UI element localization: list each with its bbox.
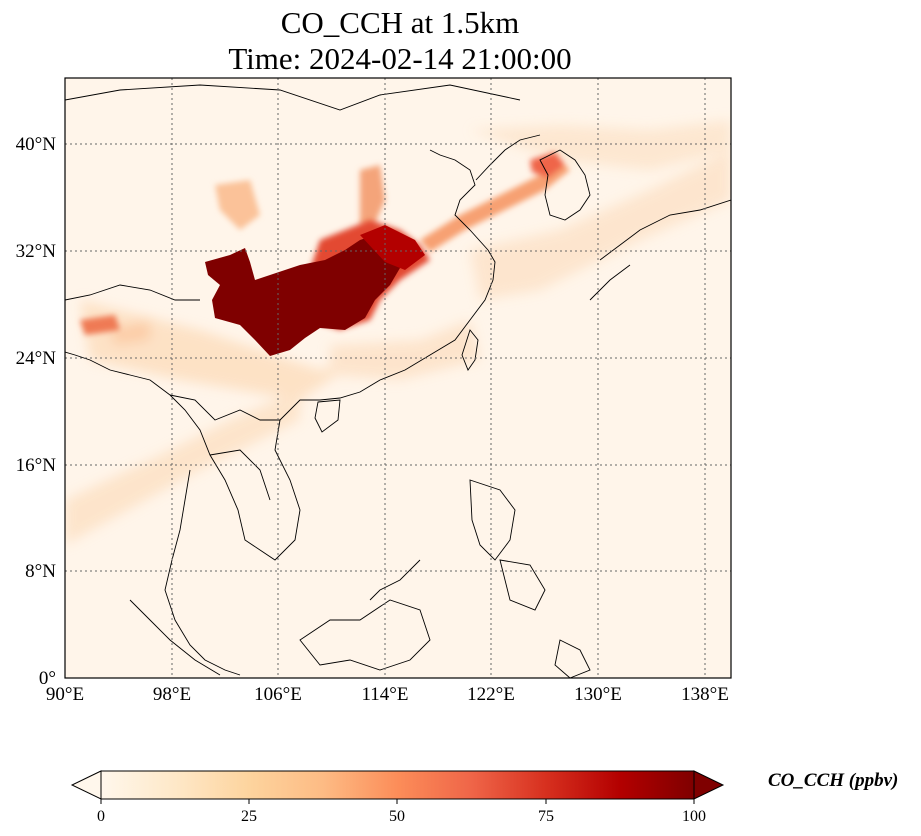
colorbar-tick-label: 75 <box>538 808 554 825</box>
colorbar-gradient <box>101 771 694 799</box>
colorbar-label: CO_CCH (ppbv) <box>768 770 899 791</box>
lon-tick-label: 130°E <box>574 684 622 705</box>
lat-tick-labels: 0° 8°N 16°N 24°N 32°N 40°N <box>16 134 57 689</box>
lon-tick-label: 138°E <box>681 684 729 705</box>
gridlines <box>65 78 731 678</box>
colorbar-tick-label: 0 <box>97 808 105 825</box>
lon-tick-label: 98°E <box>153 684 191 705</box>
lon-tick-label: 90°E <box>46 684 84 705</box>
coastlines <box>65 84 731 678</box>
map-title: CO_CCH at 1.5km <box>280 5 520 40</box>
lat-tick-label: 32°N <box>16 241 57 262</box>
lon-tick-label: 122°E <box>467 684 515 705</box>
lat-tick-label: 24°N <box>16 348 57 369</box>
lat-tick-label: 0° <box>39 668 56 689</box>
lat-tick-label: 16°N <box>16 455 57 476</box>
colorbar: 0 25 50 75 100 <box>70 770 725 825</box>
lon-tick-labels: 90°E 98°E 106°E 114°E 122°E 130°E 138°E <box>46 684 729 705</box>
lat-tick-label: 8°N <box>25 561 56 582</box>
colorbar-tick-label: 100 <box>682 808 706 825</box>
map-frame <box>64 77 732 679</box>
concentration-field <box>65 78 731 678</box>
map-time-subtitle: Time: 2024-02-14 21:00:00 <box>228 41 572 76</box>
colorbar-min-extend <box>70 770 102 800</box>
lon-tick-label: 114°E <box>362 684 409 705</box>
colorbar-max-extend <box>693 770 725 800</box>
colorbar-tick-label: 50 <box>389 808 405 825</box>
lat-tick-label: 40°N <box>16 134 57 155</box>
colorbar-tick-label: 25 <box>241 808 257 825</box>
lon-tick-label: 106°E <box>254 684 302 705</box>
